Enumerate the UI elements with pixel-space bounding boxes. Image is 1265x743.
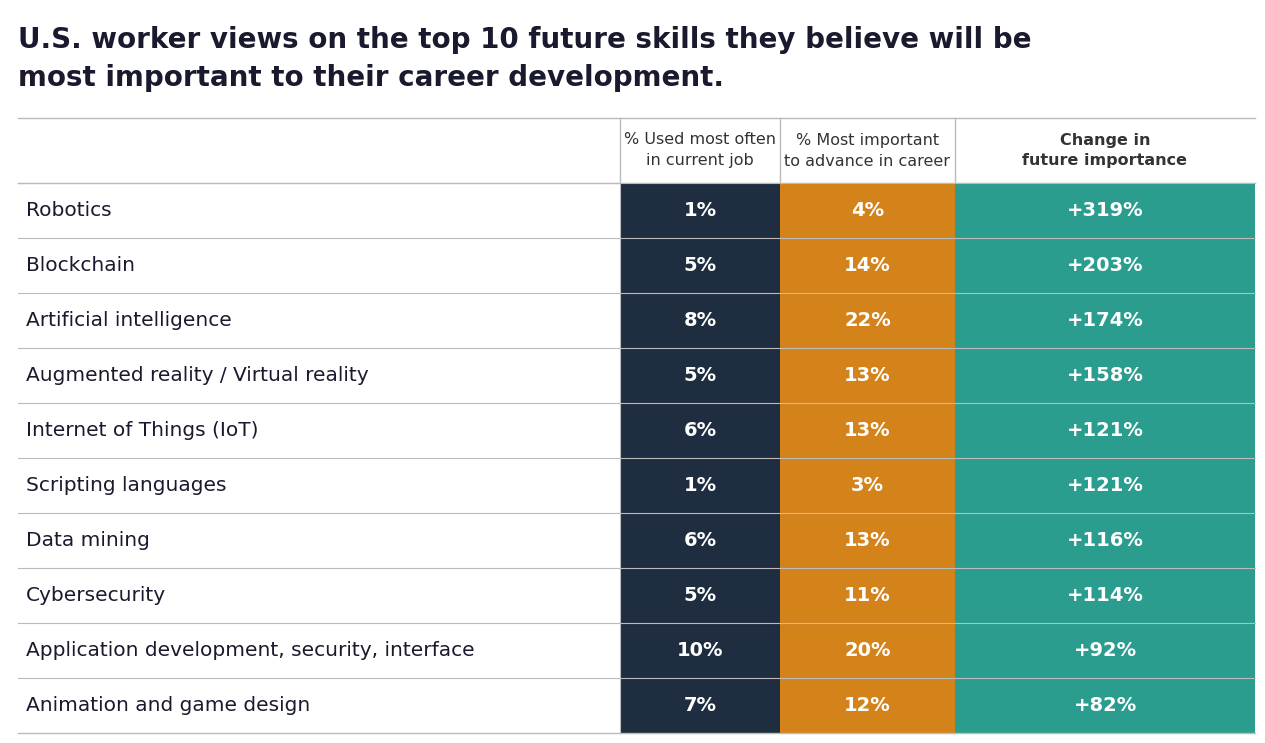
Text: 13%: 13% — [844, 366, 891, 385]
Bar — [781, 403, 955, 458]
Text: Data mining: Data mining — [27, 531, 149, 550]
Bar — [781, 568, 955, 623]
Text: Change in
future importance: Change in future importance — [1022, 132, 1188, 169]
Text: Robotics: Robotics — [27, 201, 111, 220]
Text: 6%: 6% — [683, 531, 716, 550]
Text: +121%: +121% — [1066, 421, 1144, 440]
Text: 8%: 8% — [683, 311, 716, 330]
Text: Animation and game design: Animation and game design — [27, 696, 310, 715]
Text: % Most important
to advance in career: % Most important to advance in career — [784, 132, 950, 169]
Bar — [620, 513, 781, 568]
Bar — [620, 293, 781, 348]
Bar — [955, 183, 1255, 238]
Bar — [955, 403, 1255, 458]
Text: 7%: 7% — [683, 696, 716, 715]
Text: % Used most often
in current job: % Used most often in current job — [624, 132, 775, 169]
Text: U.S. worker views on the top 10 future skills they believe will be: U.S. worker views on the top 10 future s… — [18, 26, 1031, 54]
Text: 4%: 4% — [851, 201, 884, 220]
Bar — [620, 458, 781, 513]
Bar — [620, 678, 781, 733]
Bar — [955, 623, 1255, 678]
Text: most important to their career development.: most important to their career developme… — [18, 64, 724, 92]
Text: +82%: +82% — [1074, 696, 1137, 715]
Text: Application development, security, interface: Application development, security, inter… — [27, 641, 474, 660]
Text: Cybersecurity: Cybersecurity — [27, 586, 166, 605]
Text: +158%: +158% — [1066, 366, 1144, 385]
Text: Blockchain: Blockchain — [27, 256, 135, 275]
Bar — [781, 293, 955, 348]
Bar — [781, 623, 955, 678]
Text: +114%: +114% — [1066, 586, 1144, 605]
Text: 10%: 10% — [677, 641, 724, 660]
Bar — [620, 183, 781, 238]
Bar — [781, 678, 955, 733]
Text: Internet of Things (IoT): Internet of Things (IoT) — [27, 421, 258, 440]
Bar — [955, 238, 1255, 293]
Text: +174%: +174% — [1066, 311, 1144, 330]
Text: 5%: 5% — [683, 366, 716, 385]
Text: Artificial intelligence: Artificial intelligence — [27, 311, 231, 330]
Text: +121%: +121% — [1066, 476, 1144, 495]
Bar — [620, 568, 781, 623]
Text: 13%: 13% — [844, 421, 891, 440]
Text: 1%: 1% — [683, 201, 716, 220]
Text: 5%: 5% — [683, 256, 716, 275]
Bar — [620, 348, 781, 403]
Bar — [955, 458, 1255, 513]
Text: 13%: 13% — [844, 531, 891, 550]
Text: 11%: 11% — [844, 586, 891, 605]
Bar — [955, 513, 1255, 568]
Bar — [955, 293, 1255, 348]
Text: 3%: 3% — [851, 476, 884, 495]
Text: 14%: 14% — [844, 256, 891, 275]
Text: +319%: +319% — [1066, 201, 1144, 220]
Text: 20%: 20% — [844, 641, 891, 660]
Text: +116%: +116% — [1066, 531, 1144, 550]
Bar — [781, 238, 955, 293]
Text: Scripting languages: Scripting languages — [27, 476, 226, 495]
Bar — [955, 678, 1255, 733]
Bar — [955, 568, 1255, 623]
Text: +203%: +203% — [1066, 256, 1144, 275]
Text: 6%: 6% — [683, 421, 716, 440]
Bar — [781, 458, 955, 513]
Bar — [955, 348, 1255, 403]
Bar — [620, 623, 781, 678]
Bar — [620, 403, 781, 458]
Text: Augmented reality / Virtual reality: Augmented reality / Virtual reality — [27, 366, 368, 385]
Text: +92%: +92% — [1074, 641, 1136, 660]
Text: 1%: 1% — [683, 476, 716, 495]
Text: 5%: 5% — [683, 586, 716, 605]
Text: 22%: 22% — [844, 311, 891, 330]
Bar — [620, 238, 781, 293]
Bar — [781, 348, 955, 403]
Bar — [781, 183, 955, 238]
Text: 12%: 12% — [844, 696, 891, 715]
Bar — [781, 513, 955, 568]
